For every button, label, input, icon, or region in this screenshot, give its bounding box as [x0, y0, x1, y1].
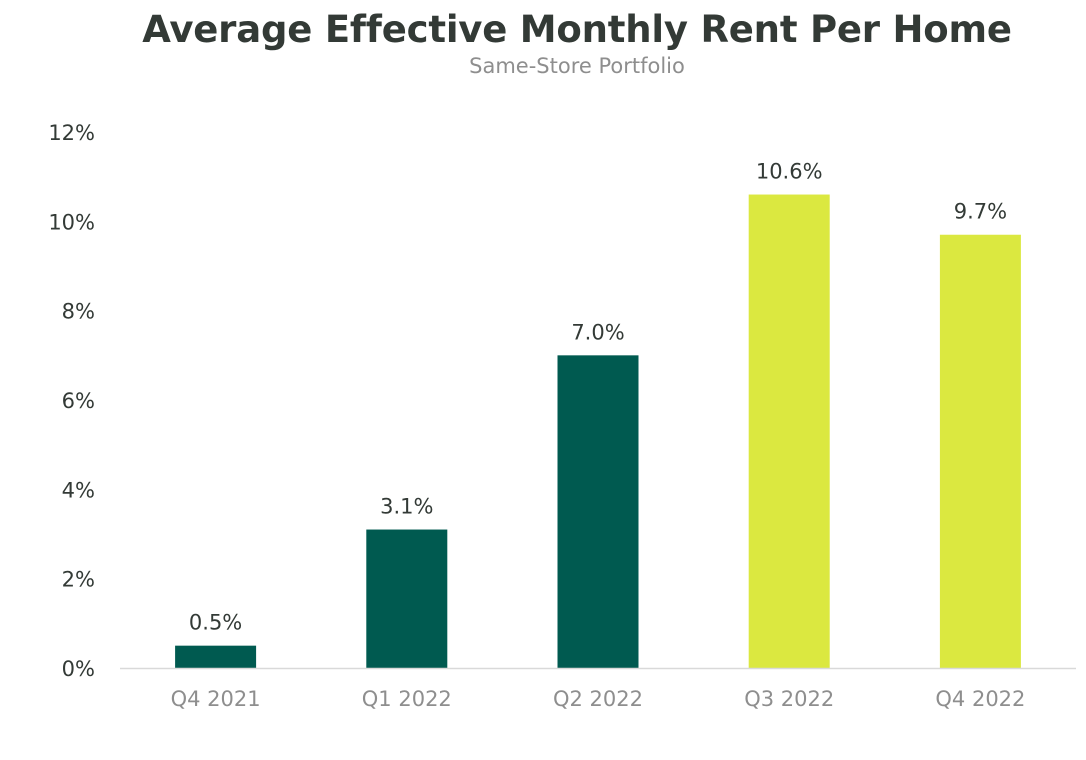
y-tick-label: 12% — [48, 121, 95, 145]
x-tick-label: Q4 2022 — [935, 687, 1025, 711]
y-tick-label: 6% — [62, 389, 95, 413]
bar — [175, 645, 257, 668]
x-tick-label: Q2 2022 — [553, 687, 643, 711]
bars — [175, 194, 1021, 669]
data-label: 10.6% — [756, 160, 823, 184]
bar — [557, 355, 639, 668]
y-tick-label: 0% — [62, 657, 95, 681]
x-tick-label: Q1 2022 — [362, 687, 452, 711]
chart-title: Average Effective Monthly Rent Per Home — [142, 8, 1012, 51]
chart-subtitle: Same-Store Portfolio — [469, 54, 685, 78]
data-label: 0.5% — [189, 611, 242, 635]
x-axis: Q4 2021 Q1 2022 Q2 2022 Q3 2022 Q4 2022 — [120, 667, 1076, 711]
data-label: 9.7% — [954, 200, 1007, 224]
y-tick-label: 4% — [62, 478, 95, 502]
y-tick-label: 10% — [48, 210, 95, 234]
data-labels: 0.5% 3.1% 7.0% 10.6% 9.7% — [189, 160, 1007, 635]
bar — [366, 529, 448, 668]
bar — [939, 234, 1021, 668]
x-tick-label: Q4 2021 — [171, 687, 261, 711]
y-axis: 0% 2% 4% 6% 8% 10% 12% — [48, 121, 95, 681]
x-tick-label: Q3 2022 — [744, 687, 834, 711]
y-tick-label: 8% — [62, 300, 95, 324]
data-label: 3.1% — [380, 495, 433, 519]
y-tick-label: 2% — [62, 568, 95, 592]
bar — [748, 194, 830, 669]
data-label: 7.0% — [571, 320, 624, 344]
